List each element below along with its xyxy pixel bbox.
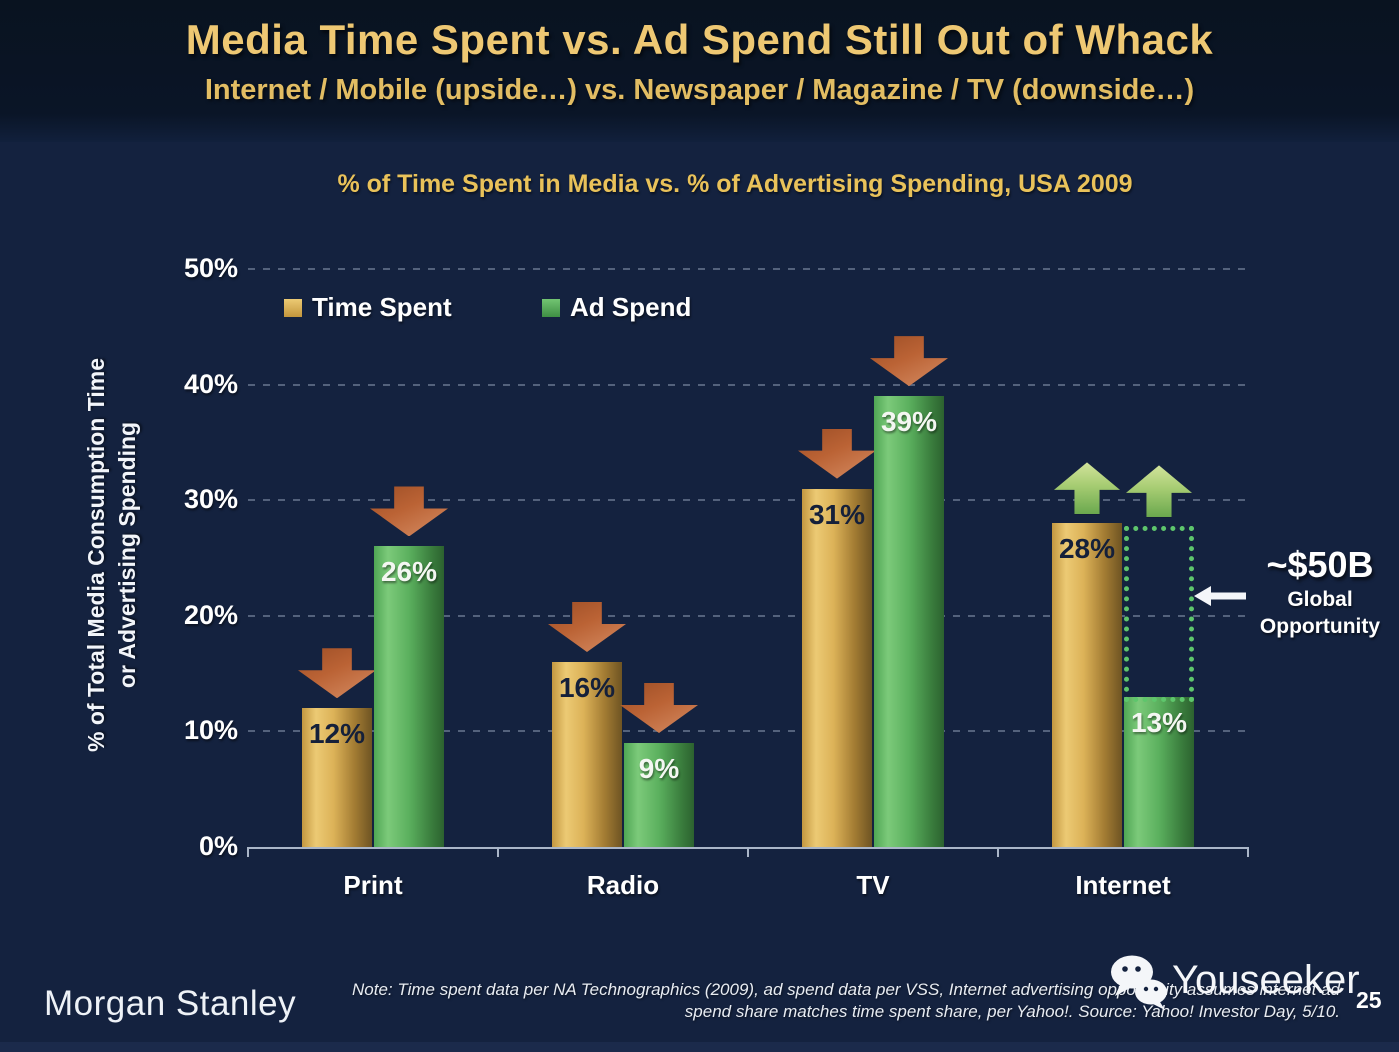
chart-title: % of Time Spent in Media vs. % of Advert… (337, 170, 1133, 198)
bar-value-label-print-ad-spend: 26% (380, 556, 438, 588)
gridline-20 (248, 614, 1248, 617)
bar-value-label-print-time-spent: 12% (308, 718, 366, 750)
down-trend-arrow-radio-time-spent (548, 602, 626, 653)
source-note-line2: spend share matches time spent share, pe… (684, 1002, 1340, 1021)
opportunity-annotation: ~$50B Global Opportunity (1242, 544, 1398, 640)
x-category-label-tv: TV (856, 870, 890, 900)
bar-radio-time-spent (552, 662, 622, 847)
y-tick-label-20: 20% (183, 599, 238, 630)
y-tick-label-0: 0% (198, 831, 238, 861)
watermark-text: Youseeker (1172, 958, 1360, 1002)
bar-value-label-tv-ad-spend: 39% (880, 406, 938, 438)
bar-tv-time-spent (802, 488, 872, 847)
slide-subtitle: Internet / Mobile (upside…) vs. Newspape… (204, 74, 1195, 106)
page-number: 25 (1356, 987, 1382, 1013)
opportunity-label-line2: Opportunity (1259, 615, 1381, 638)
y-axis-title-line1: % of Total Media Consumption Time (83, 358, 109, 752)
watermark: Youseeker (1106, 954, 1360, 1010)
x-axis-tick (747, 847, 749, 857)
legend-label-ad-spend: Ad Spend (570, 292, 692, 322)
opportunity-dotted-box (1124, 526, 1194, 702)
bar-internet-ad-spend (1124, 696, 1194, 847)
y-tick-label-30: 30% (183, 484, 238, 515)
x-axis-tick (997, 847, 999, 857)
bar-internet-time-spent (1052, 523, 1122, 847)
bar-print-ad-spend (374, 546, 444, 847)
bar-tv-ad-spend (874, 396, 944, 847)
y-tick-label-40: 40% (183, 368, 238, 399)
down-trend-arrow-tv-ad-spend (870, 336, 948, 387)
y-tick-label-10: 10% (183, 715, 238, 746)
bar-print-time-spent (302, 708, 372, 847)
ad-spend-swatch-icon (542, 298, 560, 317)
legend-label-time-spent: Time Spent (312, 292, 452, 322)
bottom-strip (0, 1042, 1399, 1052)
y-axis-title-line2: or Advertising Spending (114, 421, 140, 689)
bar-value-label-internet-time-spent: 28% (1058, 533, 1116, 565)
source-note-line1: Note: Time spent data per NA Technograph… (351, 980, 1340, 999)
down-trend-arrow-print-time-spent (298, 648, 376, 699)
bar-value-label-tv-time-spent: 31% (808, 498, 866, 530)
up-trend-arrow-internet-time-spent (1054, 462, 1120, 515)
x-category-label-print: Print (343, 870, 403, 900)
morgan-stanley-logo: Morgan Stanley (44, 984, 297, 1023)
slide-title: Media Time Spent vs. Ad Spend Still Out … (185, 16, 1214, 63)
bar-radio-ad-spend (624, 742, 694, 847)
down-trend-arrow-radio-ad-spend (620, 682, 698, 733)
wechat-bubbles-icon (1111, 955, 1167, 1010)
time-spent-swatch-icon (284, 298, 302, 317)
source-note: Note: Time spent data per NA Technograph… (300, 979, 1340, 1023)
legend-item-time-spent: Time Spent (284, 292, 452, 323)
gridline-40 (248, 383, 1248, 386)
slide-header: Media Time Spent vs. Ad Spend Still Out … (0, 0, 1399, 142)
left-arrow-icon (1194, 586, 1246, 606)
up-trend-arrow-internet-ad-spend (1126, 465, 1192, 518)
x-axis-tick (1247, 847, 1249, 857)
opportunity-label-line1: Global (1287, 588, 1353, 611)
x-category-label-radio: Radio (586, 870, 660, 900)
bar-value-label-radio-time-spent: 16% (558, 672, 616, 704)
gridline-30 (248, 499, 1248, 502)
x-axis-tick (497, 847, 499, 857)
y-tick-label-50: 50% (183, 253, 238, 283)
opportunity-value: ~$50B (1266, 544, 1374, 585)
x-category-label-internet: Internet (1075, 870, 1171, 900)
bar-value-label-internet-ad-spend: 13% (1130, 706, 1188, 738)
x-axis-tick (247, 847, 249, 857)
gridline-50 (248, 268, 1248, 270)
y-axis-title: % of Total Media Consumption Time or Adv… (81, 358, 143, 752)
legend-item-ad-spend: Ad Spend (542, 292, 691, 323)
down-trend-arrow-tv-time-spent (798, 428, 876, 479)
gridline-10 (248, 730, 1248, 733)
down-trend-arrow-print-ad-spend (370, 486, 448, 537)
bar-value-label-radio-ad-spend: 9% (638, 752, 680, 784)
